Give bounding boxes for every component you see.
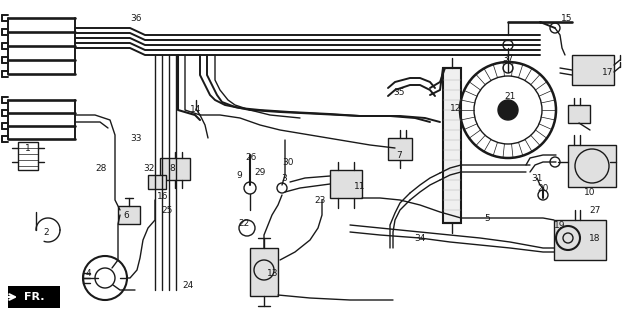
FancyBboxPatch shape (554, 220, 606, 260)
Text: 8: 8 (169, 164, 175, 172)
Bar (443, 68, 461, 223)
Text: 34: 34 (414, 234, 426, 243)
Text: 16: 16 (157, 191, 168, 201)
FancyBboxPatch shape (160, 158, 190, 180)
Text: 12: 12 (451, 103, 462, 113)
Text: 17: 17 (602, 68, 614, 76)
Text: 32: 32 (144, 164, 155, 172)
Text: 29: 29 (255, 167, 266, 177)
FancyBboxPatch shape (330, 170, 362, 198)
Text: 19: 19 (554, 220, 566, 229)
Text: 35: 35 (393, 87, 405, 97)
Text: 20: 20 (537, 183, 548, 193)
Text: 11: 11 (354, 181, 366, 190)
Text: 5: 5 (484, 213, 490, 222)
Text: 31: 31 (531, 173, 543, 182)
Text: 13: 13 (267, 269, 279, 278)
Text: 23: 23 (314, 196, 326, 204)
Bar (8, 286, 60, 308)
Text: 2: 2 (43, 228, 49, 236)
Text: 1: 1 (25, 143, 31, 153)
Text: 4: 4 (85, 268, 91, 277)
Text: 25: 25 (162, 205, 173, 214)
Text: 26: 26 (245, 153, 256, 162)
Text: 30: 30 (282, 157, 294, 166)
Text: 27: 27 (589, 205, 601, 214)
Text: 3: 3 (281, 173, 287, 182)
FancyBboxPatch shape (148, 175, 166, 189)
FancyBboxPatch shape (118, 206, 140, 224)
Text: 33: 33 (130, 133, 142, 142)
FancyBboxPatch shape (568, 145, 616, 187)
FancyBboxPatch shape (250, 248, 278, 296)
FancyBboxPatch shape (572, 55, 614, 85)
FancyBboxPatch shape (18, 142, 38, 170)
Text: 21: 21 (504, 92, 515, 100)
Text: 7: 7 (396, 150, 402, 159)
FancyBboxPatch shape (568, 105, 590, 123)
Text: 37: 37 (502, 53, 514, 62)
Text: 36: 36 (130, 13, 142, 22)
Text: 9: 9 (236, 171, 242, 180)
Text: 24: 24 (182, 281, 193, 290)
Text: 14: 14 (190, 105, 202, 114)
Text: 6: 6 (123, 211, 129, 220)
Text: 10: 10 (584, 188, 596, 196)
Text: 15: 15 (561, 13, 573, 22)
FancyBboxPatch shape (388, 138, 412, 160)
Text: 28: 28 (95, 164, 107, 172)
Text: FR.: FR. (24, 292, 44, 302)
Circle shape (498, 100, 518, 120)
Text: 22: 22 (238, 219, 250, 228)
Text: 18: 18 (589, 234, 601, 243)
